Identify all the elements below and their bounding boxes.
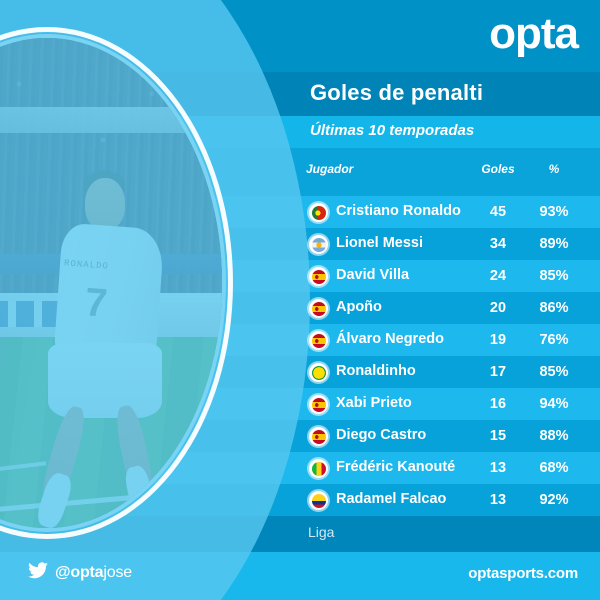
opta-logo: opta	[489, 9, 579, 58]
spain-flag-icon	[309, 395, 328, 414]
player-conversion-pct: 68%	[539, 460, 569, 476]
player-conversion-pct: 86%	[539, 300, 569, 316]
player-name: Álvaro Negredo	[336, 331, 444, 347]
player-name: Frédéric Kanouté	[336, 459, 456, 475]
player-name: David Villa	[336, 267, 410, 283]
table-row[interactable]: Xabi Prieto 16 94%	[0, 388, 600, 420]
twitter-bird-icon	[28, 562, 48, 584]
decorative-arc	[0, 0, 310, 600]
colombia-flag-icon	[309, 491, 328, 510]
player-name: Cristiano Ronaldo	[336, 203, 461, 219]
player-conversion-pct: 89%	[539, 236, 569, 252]
website-label: optasports.com	[468, 565, 578, 582]
table-row[interactable]: Diego Castro 15 88%	[0, 420, 600, 452]
table-row[interactable]: Álvaro Negredo 19 76%	[0, 324, 600, 356]
table-row[interactable]: Apoño 20 86%	[0, 292, 600, 324]
brazil-flag-icon	[309, 363, 328, 382]
player-goals: 19	[489, 332, 507, 348]
player-conversion-pct: 88%	[539, 428, 569, 444]
player-name: Radamel Falcao	[336, 491, 447, 507]
player-goals: 34	[489, 236, 507, 252]
spain-flag-icon	[309, 267, 328, 286]
argentina-flag-icon	[309, 235, 328, 254]
table-row[interactable]: Radamel Falcao 13 92%	[0, 484, 600, 516]
player-name: Apoño	[336, 299, 382, 315]
player-goals: 20	[489, 300, 507, 316]
table-row[interactable]: Ronaldinho 17 85%	[0, 356, 600, 388]
player-name: Ronaldinho	[336, 363, 416, 379]
player-name: Xabi Prieto	[336, 395, 412, 411]
player-conversion-pct: 93%	[539, 204, 569, 220]
twitter-handle: @optajose	[55, 564, 132, 582]
player-conversion-pct: 94%	[539, 396, 569, 412]
player-conversion-pct: 92%	[539, 492, 569, 508]
portugal-flag-icon	[309, 203, 328, 222]
twitter-handle-bold: @opta	[55, 564, 104, 581]
page-subtitle: Últimas 10 temporadas	[310, 122, 475, 139]
table-row[interactable]: Cristiano Ronaldo 45 93%	[0, 196, 600, 228]
spain-flag-icon	[309, 331, 328, 350]
player-goals: 13	[489, 460, 507, 476]
page-title: Goles de penalti	[310, 80, 484, 105]
player-name: Lionel Messi	[336, 235, 424, 251]
player-name: Diego Castro	[336, 427, 427, 443]
player-goals: 45	[489, 204, 507, 220]
player-goals: 17	[489, 364, 507, 380]
spain-flag-icon	[309, 427, 328, 446]
column-header-player: Jugador	[306, 162, 354, 176]
twitter-credit[interactable]: @optajose	[28, 562, 132, 584]
player-goals: 15	[489, 428, 507, 444]
player-goals: 16	[489, 396, 507, 412]
player-goals: 13	[489, 492, 507, 508]
mali-flag-icon	[309, 459, 328, 478]
spain-flag-icon	[309, 299, 328, 318]
column-header-goals: Goles	[481, 162, 515, 176]
table-row[interactable]: Lionel Messi 34 89%	[0, 228, 600, 260]
player-conversion-pct: 76%	[539, 332, 569, 348]
table-row[interactable]: David Villa 24 85%	[0, 260, 600, 292]
player-conversion-pct: 85%	[539, 268, 569, 284]
competition-label: Liga	[308, 524, 335, 540]
table-row[interactable]: Frédéric Kanouté 13 68%	[0, 452, 600, 484]
player-conversion-pct: 85%	[539, 364, 569, 380]
twitter-handle-light: jose	[103, 564, 132, 581]
column-header-pct: %	[548, 162, 560, 176]
player-goals: 24	[489, 268, 507, 284]
